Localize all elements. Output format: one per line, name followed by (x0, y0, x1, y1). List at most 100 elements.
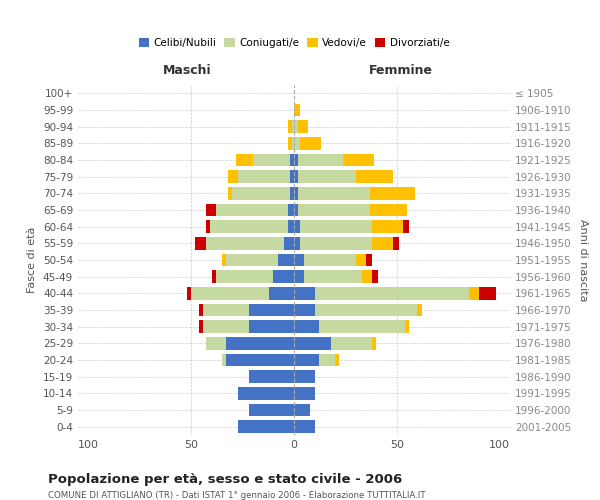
Bar (314, 287, 469, 300)
Bar (238, 170, 290, 183)
Bar (232, 187, 290, 200)
Text: Maschi: Maschi (163, 64, 211, 76)
Text: Popolazione per età, sesso e stato civile - 2006: Popolazione per età, sesso e stato civil… (48, 472, 402, 486)
Bar (294, 120, 298, 133)
Bar (294, 154, 298, 166)
Bar (294, 354, 319, 366)
Bar (187, 287, 191, 300)
Bar (292, 120, 294, 133)
Bar (206, 337, 226, 349)
Bar (238, 387, 294, 400)
Bar (372, 337, 376, 349)
Bar (212, 270, 216, 283)
Bar (290, 170, 294, 183)
Bar (300, 220, 372, 233)
Bar (216, 204, 288, 216)
Bar (298, 187, 370, 200)
Bar (288, 120, 292, 133)
Bar (290, 187, 294, 200)
Bar (393, 237, 399, 250)
Bar (203, 304, 249, 316)
Bar (228, 187, 232, 200)
Y-axis label: Fasce di età: Fasce di età (28, 227, 37, 293)
Bar (356, 254, 366, 266)
Bar (294, 170, 298, 183)
Legend: Celibi/Nubili, Coniugati/e, Vedovi/e, Divorziati/e: Celibi/Nubili, Coniugati/e, Vedovi/e, Di… (134, 34, 454, 52)
Bar (294, 287, 314, 300)
Bar (288, 137, 292, 149)
Bar (294, 237, 300, 250)
Bar (294, 220, 300, 233)
Bar (269, 287, 294, 300)
Bar (294, 387, 314, 400)
Bar (222, 354, 226, 366)
Bar (298, 154, 343, 166)
Bar (319, 320, 405, 333)
Bar (372, 270, 379, 283)
Bar (331, 337, 372, 349)
Bar (418, 304, 422, 316)
Bar (199, 320, 203, 333)
Bar (238, 420, 294, 433)
Bar (372, 220, 403, 233)
Bar (216, 270, 274, 283)
Bar (294, 104, 300, 117)
Bar (294, 404, 310, 416)
Bar (253, 154, 290, 166)
Bar (249, 304, 294, 316)
Bar (274, 270, 294, 283)
Bar (236, 154, 253, 166)
Bar (206, 237, 284, 250)
Bar (343, 154, 374, 166)
Bar (304, 254, 356, 266)
Bar (294, 187, 298, 200)
Text: COMUNE DI ATTIGLIANO (TR) - Dati ISTAT 1° gennaio 2006 - Elaborazione TUTTITALIA: COMUNE DI ATTIGLIANO (TR) - Dati ISTAT 1… (48, 491, 425, 500)
Bar (294, 204, 298, 216)
Bar (284, 237, 294, 250)
Bar (294, 420, 314, 433)
Bar (294, 137, 300, 149)
Bar (222, 254, 226, 266)
Bar (209, 220, 288, 233)
Bar (288, 220, 294, 233)
Bar (199, 304, 203, 316)
Bar (203, 320, 249, 333)
Bar (294, 337, 331, 349)
Bar (405, 320, 409, 333)
Bar (298, 120, 308, 133)
Y-axis label: Anni di nascita: Anni di nascita (578, 219, 588, 301)
Bar (206, 220, 209, 233)
Text: Femmine: Femmine (369, 64, 433, 76)
Bar (298, 204, 370, 216)
Bar (278, 254, 294, 266)
Bar (300, 237, 372, 250)
Bar (319, 354, 335, 366)
Bar (294, 320, 319, 333)
Bar (249, 320, 294, 333)
Bar (226, 254, 278, 266)
Bar (228, 170, 238, 183)
Bar (226, 354, 294, 366)
Bar (249, 404, 294, 416)
Bar (249, 370, 294, 383)
Bar (294, 254, 304, 266)
Bar (288, 204, 294, 216)
Bar (370, 204, 407, 216)
Bar (290, 154, 294, 166)
Bar (292, 137, 294, 149)
Bar (314, 304, 418, 316)
Bar (469, 287, 479, 300)
Bar (366, 254, 372, 266)
Bar (335, 354, 339, 366)
Bar (403, 220, 409, 233)
Bar (226, 337, 294, 349)
Bar (195, 237, 206, 250)
Bar (370, 187, 415, 200)
Bar (298, 170, 356, 183)
Bar (300, 137, 321, 149)
Bar (362, 270, 372, 283)
Bar (294, 304, 314, 316)
Bar (191, 287, 269, 300)
Bar (294, 370, 314, 383)
Bar (356, 170, 393, 183)
